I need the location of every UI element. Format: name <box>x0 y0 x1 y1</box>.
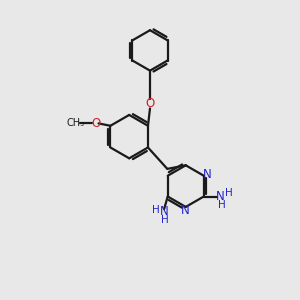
Text: O: O <box>91 117 100 130</box>
Text: CH₃: CH₃ <box>67 118 85 128</box>
Text: N: N <box>160 206 169 218</box>
Text: H: H <box>218 200 226 210</box>
Text: O: O <box>146 98 154 110</box>
Text: N: N <box>203 168 212 181</box>
Text: H: H <box>224 188 232 198</box>
Text: N: N <box>216 190 224 203</box>
Text: H: H <box>161 215 169 225</box>
Text: H: H <box>152 206 160 215</box>
Text: N: N <box>181 204 190 217</box>
